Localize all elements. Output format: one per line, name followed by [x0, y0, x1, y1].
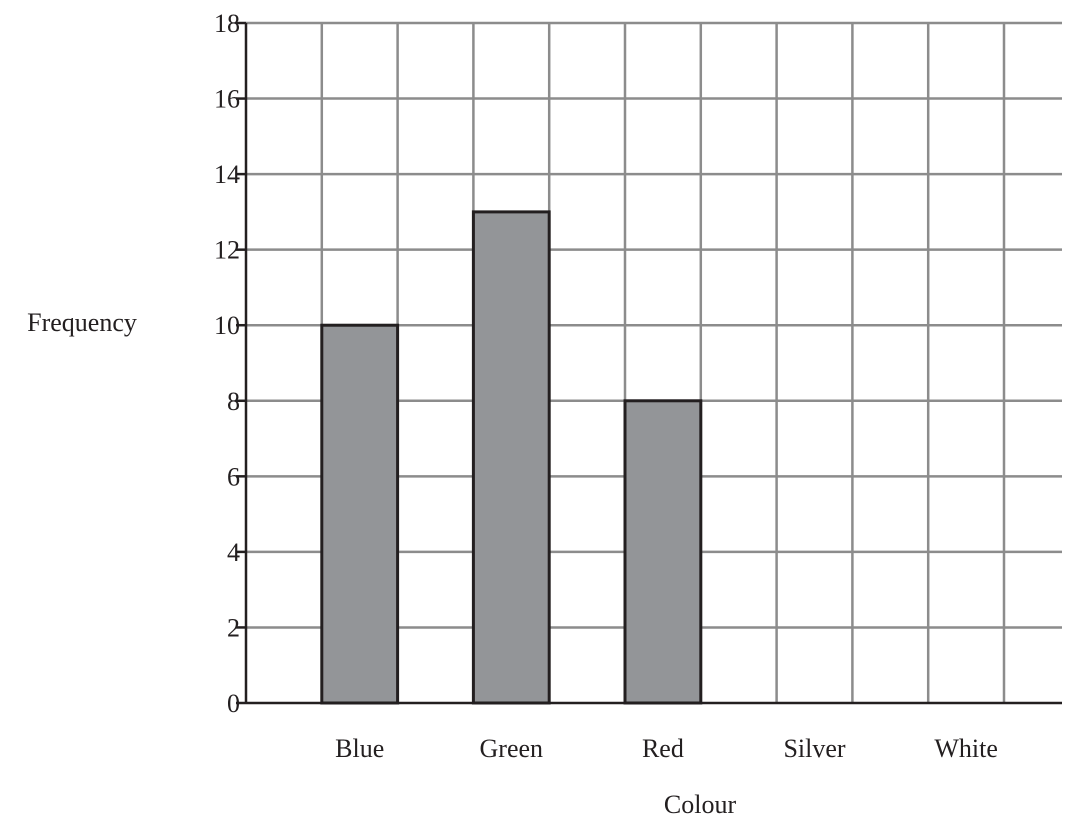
y-tick-label: 18 [214, 9, 240, 38]
y-tick-label: 0 [227, 689, 240, 718]
bar-green [471, 210, 551, 705]
y-tick-label: 4 [227, 538, 240, 567]
y-axis-label: Frequency [27, 308, 137, 337]
bar-blue [320, 323, 400, 705]
x-tick-label: Blue [335, 734, 384, 763]
y-tick-label: 10 [214, 311, 240, 340]
x-tick-labels: Blue Green Red Silver White [335, 734, 998, 763]
x-tick-label: Green [480, 734, 544, 763]
bar-red [623, 399, 703, 705]
axes [236, 21, 1062, 705]
y-tick-label: 2 [227, 613, 240, 642]
bars [320, 210, 703, 705]
y-tick-label: 16 [214, 85, 240, 114]
y-tick-label: 8 [227, 387, 240, 416]
y-tick-label: 12 [214, 236, 240, 265]
x-tick-label: Red [642, 734, 684, 763]
x-axis-label: Colour [664, 790, 737, 819]
x-tick-label: Silver [783, 734, 845, 763]
y-tick-label: 6 [227, 462, 240, 491]
y-tick-labels: 0 2 4 6 8 10 12 14 16 18 [214, 9, 240, 718]
y-tick-label: 14 [214, 160, 240, 189]
x-tick-label: White [934, 734, 998, 763]
